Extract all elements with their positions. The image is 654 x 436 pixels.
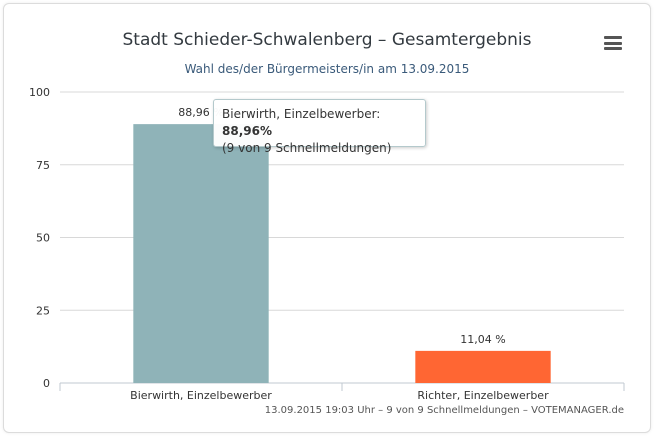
x-tick-label: Bierwirth, Einzelbewerber <box>130 389 272 402</box>
tooltip-detail: (9 von 9 Schnellmeldungen) <box>222 141 392 155</box>
chart-tooltip: Bierwirth, Einzelbewerber: 88,96% (9 von… <box>213 99 426 155</box>
bar <box>133 124 269 383</box>
tooltip-label: Bierwirth, Einzelbewerber: <box>222 107 381 121</box>
chart-title: Stadt Schieder-Schwalenberg – Gesamterge… <box>122 30 532 50</box>
bar <box>415 350 551 383</box>
y-tick-label: 75 <box>36 159 50 172</box>
chart-credits: 13.09.2015 19:03 Uhr – 9 von 9 Schnellme… <box>264 405 624 416</box>
y-tick-label: 25 <box>36 304 50 317</box>
y-tick-label: 0 <box>43 377 50 390</box>
x-tick-label: Richter, Einzelbewerber <box>417 389 549 402</box>
data-label: 88,96 % <box>178 106 223 119</box>
y-tick-label: 50 <box>36 232 50 245</box>
chart-subtitle: Wahl des/der Bürgermeisters/in am 13.09.… <box>184 62 470 76</box>
hamburger-menu-icon[interactable] <box>604 36 622 50</box>
y-tick-label: 100 <box>29 86 50 99</box>
tooltip-value: 88,96% <box>222 124 272 138</box>
data-label: 11,04 % <box>460 333 505 346</box>
